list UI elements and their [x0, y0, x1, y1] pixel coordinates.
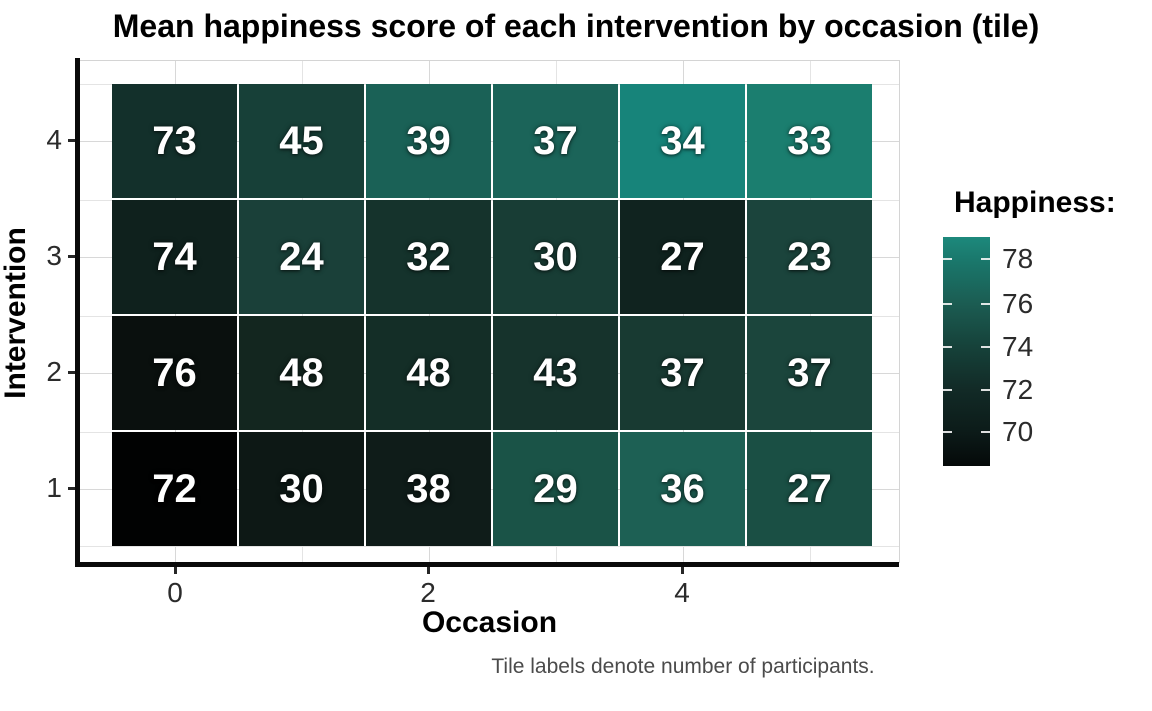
chart-caption: Tile labels denote number of participant…: [491, 655, 875, 678]
legend-tick-label: 70: [1002, 416, 1034, 447]
x-tick-label: 0: [167, 577, 183, 608]
tile-label: 38: [406, 466, 451, 511]
legend-colorbar: [943, 237, 990, 466]
tile-label: 73: [152, 118, 197, 163]
y-axis-line: [75, 58, 80, 567]
tile-label: 36: [660, 466, 705, 511]
x-tick-label: 4: [674, 577, 690, 608]
chart-title: Mean happiness score of each interventio…: [112, 8, 1040, 44]
heatmap-tile: 30: [493, 200, 618, 314]
tile-label: 27: [660, 234, 705, 279]
tile-label: 37: [787, 350, 832, 395]
y-tick-mark: [68, 255, 75, 258]
legend-tick-right: [981, 431, 990, 433]
x-tick-mark: [427, 567, 430, 574]
heatmap-tile: 34: [620, 84, 745, 198]
tile-label: 43: [533, 350, 578, 395]
heatmap-tile: 73: [112, 84, 237, 198]
y-tick-mark: [68, 487, 75, 490]
heatmap-tile: 27: [747, 432, 872, 546]
legend-tick-label: 76: [1002, 288, 1034, 319]
heatmap-tile-grid: 73 45 39 37 34 33 74 24 32 30 27 23 76 48 48 43 37 37 72 30…: [112, 84, 872, 546]
tile-label: 37: [533, 118, 578, 163]
heatmap-tile: 38: [366, 432, 491, 546]
tile-label: 30: [279, 466, 324, 511]
legend-tick-label: 72: [1002, 374, 1034, 405]
heatmap-tile: 32: [366, 200, 491, 314]
heatmap-tile: 37: [493, 84, 618, 198]
heatmap-tile: 72: [112, 432, 237, 546]
heatmap-tile: 45: [239, 84, 364, 198]
x-axis-line: [75, 562, 899, 567]
plot-panel: 73 45 39 37 34 33 74 24 32 30 27 23 76 48 48 43 37 37 72 30…: [80, 60, 900, 563]
heatmap-tile: 33: [747, 84, 872, 198]
y-axis-title: Intervention: [0, 227, 32, 399]
tile-label: 76: [152, 350, 197, 395]
heatmap-tile: 23: [747, 200, 872, 314]
gridline-minor-horizontal: [80, 546, 899, 547]
heatmap-tile: 48: [366, 316, 491, 430]
tile-label: 37: [660, 350, 705, 395]
legend-tick-label: 74: [1002, 331, 1034, 362]
heatmap-tile: 30: [239, 432, 364, 546]
tile-label: 45: [279, 118, 324, 163]
legend-title: Happiness:: [954, 186, 1116, 219]
tile-label: 30: [533, 234, 578, 279]
legend-tick-left: [943, 303, 952, 305]
heatmap-tile: 36: [620, 432, 745, 546]
x-tick-mark: [681, 567, 684, 574]
legend-tick-left: [943, 258, 952, 260]
legend-tick-right: [981, 389, 990, 391]
tile-label: 32: [406, 234, 451, 279]
heatmap-tile: 24: [239, 200, 364, 314]
tile-label: 23: [787, 234, 832, 279]
legend-tick-left: [943, 389, 952, 391]
y-tick-label: 4: [46, 124, 62, 155]
x-tick-mark: [174, 567, 177, 574]
legend-tick-label: 78: [1002, 243, 1034, 274]
heatmap-tile: 37: [620, 316, 745, 430]
heatmap-tile: 39: [366, 84, 491, 198]
tile-label: 29: [533, 466, 578, 511]
x-tick-label: 2: [420, 577, 436, 608]
heatmap-tile: 76: [112, 316, 237, 430]
y-tick-mark: [68, 139, 75, 142]
tile-label: 27: [787, 466, 832, 511]
y-tick-label: 1: [46, 472, 62, 503]
heatmap-tile: 29: [493, 432, 618, 546]
tile-label: 33: [787, 118, 832, 163]
tile-label: 48: [279, 350, 324, 395]
legend-tick-right: [981, 258, 990, 260]
legend-tick-left: [943, 346, 952, 348]
legend-tick-left: [943, 431, 952, 433]
heatmap-tile: 27: [620, 200, 745, 314]
x-axis-title: Occasion: [421, 606, 558, 639]
heatmap-tile: 74: [112, 200, 237, 314]
y-tick-label: 3: [46, 240, 62, 271]
tile-label: 74: [152, 234, 197, 279]
tile-label: 39: [406, 118, 451, 163]
tile-label: 48: [406, 350, 451, 395]
y-tick-mark: [68, 371, 75, 374]
tile-label: 24: [279, 234, 324, 279]
heatmap-tile: 48: [239, 316, 364, 430]
tile-label: 72: [152, 466, 197, 511]
heatmap-tile: 37: [747, 316, 872, 430]
heatmap-tile: 43: [493, 316, 618, 430]
tile-label: 34: [660, 118, 705, 163]
y-tick-label: 2: [46, 356, 62, 387]
legend-tick-right: [981, 303, 990, 305]
legend-tick-right: [981, 346, 990, 348]
